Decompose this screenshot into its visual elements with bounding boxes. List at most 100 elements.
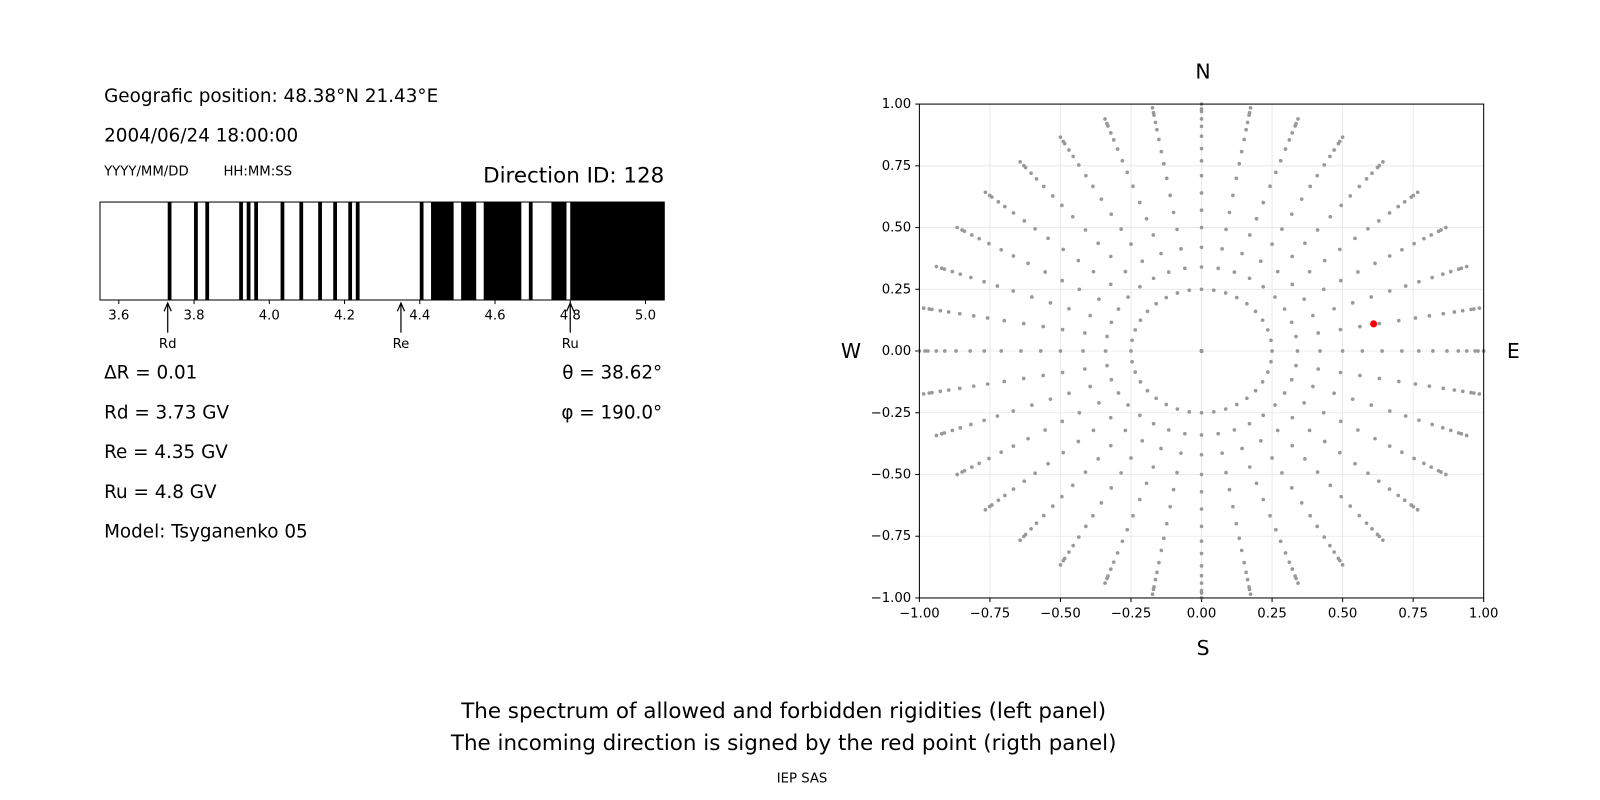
direction-point <box>1332 148 1336 152</box>
direction-point <box>1131 513 1135 518</box>
direction-point <box>977 236 982 241</box>
direction-point <box>1338 278 1343 283</box>
direction-point <box>1108 567 1113 571</box>
direction-point <box>1387 289 1392 293</box>
direction-point <box>1244 570 1248 575</box>
direction-point <box>1307 269 1312 274</box>
direction-point <box>1473 349 1478 353</box>
direction-point <box>1381 160 1385 164</box>
direction-point <box>1268 513 1272 518</box>
forbidden-band <box>194 202 198 300</box>
direction-point <box>1237 161 1242 166</box>
direction-point <box>1076 535 1081 539</box>
direction-point <box>1350 397 1355 401</box>
direction-point <box>1082 367 1087 371</box>
direction-point <box>1199 107 1204 111</box>
direction-point <box>1150 105 1155 110</box>
direction-point <box>1026 436 1030 441</box>
direction-point <box>1129 242 1133 246</box>
direction-point <box>926 349 930 353</box>
direction-point <box>1131 184 1135 189</box>
angle: θ = 38.62° <box>562 362 662 383</box>
direction-point <box>1061 450 1066 455</box>
direction-point <box>1340 349 1345 353</box>
direction-point <box>995 414 1000 418</box>
direction-point <box>1283 551 1288 555</box>
direction-point <box>1311 313 1315 318</box>
direction-point <box>1303 241 1307 246</box>
direction-point <box>1322 258 1327 263</box>
direction-point <box>1380 349 1384 353</box>
direction-point <box>1417 418 1421 423</box>
direction-point <box>1400 247 1404 252</box>
direction-point <box>1232 270 1237 274</box>
direction-point <box>1282 307 1287 311</box>
direction-point <box>1396 379 1401 384</box>
forbidden-band <box>419 202 424 300</box>
direction-point <box>1232 428 1237 432</box>
direction-point <box>1340 135 1345 140</box>
direction-point <box>1294 121 1298 126</box>
y-tick-label: 0.75 <box>882 159 912 174</box>
direction-point <box>1183 431 1187 436</box>
direction-point <box>1030 403 1034 407</box>
direction-point <box>1199 539 1204 543</box>
direction-point <box>1441 311 1446 316</box>
direction-point <box>1105 334 1109 339</box>
direction-point <box>1278 158 1283 163</box>
direction-point <box>1166 428 1171 432</box>
direction-point <box>1115 147 1120 151</box>
direction-point <box>1060 203 1064 208</box>
direction-point <box>1109 443 1113 448</box>
direction-point <box>1060 494 1064 499</box>
direction-point <box>1151 465 1156 469</box>
direction-point <box>1097 297 1101 301</box>
forbidden-band <box>205 202 210 300</box>
direction-point <box>1199 433 1204 437</box>
direction-point <box>1061 247 1066 252</box>
direction-point <box>927 391 932 395</box>
direction-point <box>985 316 990 320</box>
direction-point <box>1477 306 1482 310</box>
direction-point <box>1366 471 1370 476</box>
angle: φ = 190.0° <box>561 402 662 423</box>
direction-point <box>1239 548 1244 553</box>
direction-point <box>1244 127 1248 132</box>
direction-point <box>1187 409 1192 414</box>
direction-point <box>1099 197 1104 202</box>
direction-point <box>1099 501 1104 505</box>
direction-point <box>1440 272 1445 277</box>
direction-point <box>1157 560 1161 565</box>
x-tick-label: 4.0 <box>259 308 280 323</box>
direction-point <box>1381 538 1385 543</box>
direction-point <box>1164 521 1169 526</box>
direction-point <box>1103 117 1107 121</box>
direction-point <box>1332 391 1336 396</box>
direction-point <box>1234 521 1239 526</box>
direction-point <box>1067 550 1071 554</box>
plot-frame <box>918 103 1485 599</box>
direction-point <box>1302 297 1306 301</box>
param: Re = 4.35 GV <box>104 442 228 463</box>
direction-point <box>1373 261 1377 266</box>
direction-point <box>1061 139 1066 144</box>
direction-point <box>1416 349 1421 353</box>
direction-point <box>1464 264 1469 269</box>
direction-point <box>1019 349 1023 353</box>
direction-point <box>1138 380 1143 384</box>
marker-label: Re <box>393 337 410 352</box>
direction-point <box>1216 266 1221 271</box>
direction-point <box>1296 117 1300 121</box>
forbidden-band <box>280 202 285 300</box>
direction-point <box>1412 241 1416 246</box>
direction-point <box>1234 295 1239 300</box>
compass-label: N <box>1195 59 1210 83</box>
direction-point <box>1427 384 1432 389</box>
direction-point <box>1199 410 1204 415</box>
direction-point <box>1422 461 1426 466</box>
direction-point <box>1477 392 1482 396</box>
direction-point <box>982 279 986 284</box>
direction-point <box>1145 388 1150 393</box>
direction-point <box>1338 419 1343 424</box>
x-tick-label: 3.6 <box>108 308 129 323</box>
